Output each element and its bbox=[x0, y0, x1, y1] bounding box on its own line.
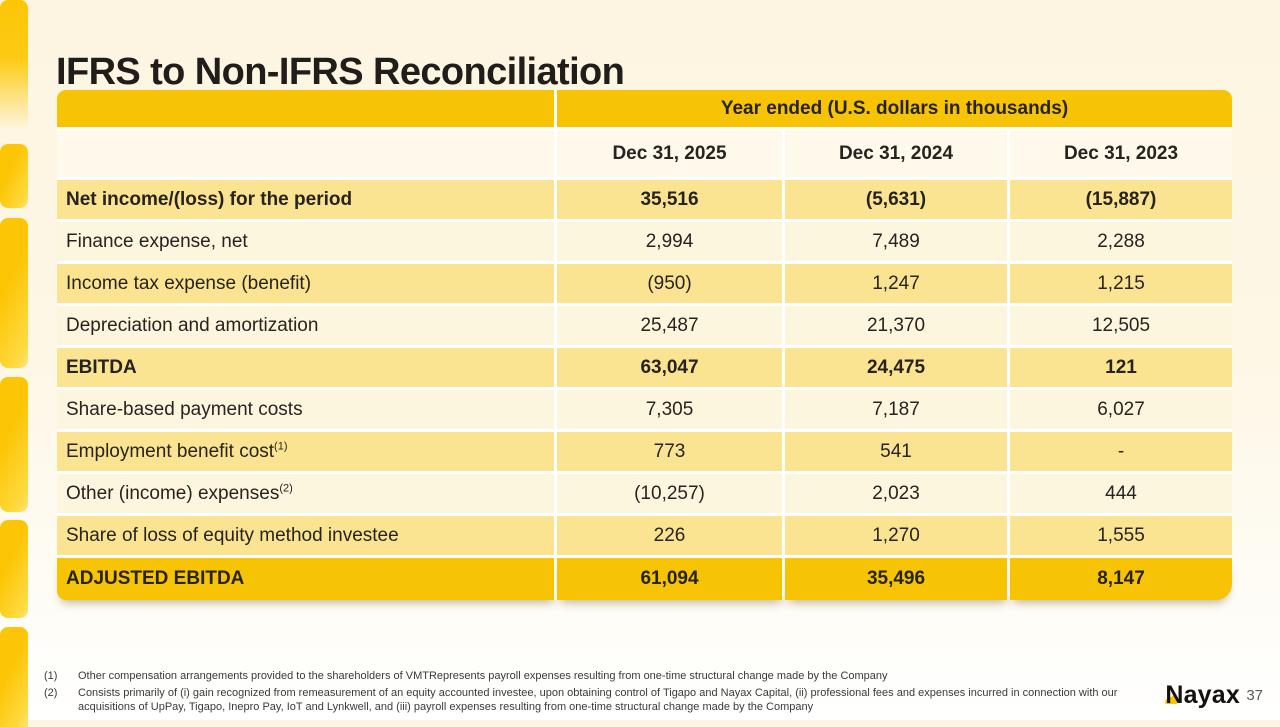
cell-value: 444 bbox=[1010, 474, 1232, 516]
footnote-marker: (1) bbox=[44, 670, 58, 682]
cell-value: 7,489 bbox=[785, 222, 1010, 264]
row-label: Share of loss of equity method investee bbox=[57, 516, 557, 558]
cell-value: (15,887) bbox=[1010, 180, 1232, 222]
footnote: (1) Other compensation arrangements provi… bbox=[44, 669, 1144, 683]
cell-value: 2,288 bbox=[1010, 222, 1232, 264]
table-row: Other (income) expenses(2) (10,257) 2,023 4… bbox=[57, 474, 1232, 516]
date-header-empty-cell bbox=[57, 130, 557, 180]
page-number: 37 bbox=[1246, 687, 1263, 704]
spanner-empty-cell bbox=[57, 90, 557, 130]
row-label: Depreciation and amortization bbox=[57, 306, 557, 348]
cell-value: 7,187 bbox=[785, 390, 1010, 432]
cell-value: 35,516 bbox=[557, 180, 785, 222]
cell-value: (10,257) bbox=[557, 474, 785, 516]
cell-value: 541 bbox=[785, 432, 1010, 474]
logo-wedge-icon bbox=[1165, 695, 1178, 704]
table-row: Depreciation and amortization 25,487 21,37… bbox=[57, 306, 1232, 348]
date-header-row: Dec 31, 2025 Dec 31, 2024 Dec 31, 2023 bbox=[57, 130, 1232, 180]
row-label: Net income/(loss) for the period bbox=[57, 180, 557, 222]
table-row: Share-based payment costs 7,305 7,187 6,027 bbox=[57, 390, 1232, 432]
table-row: EBITDA 63,047 24,475 121 bbox=[57, 348, 1232, 390]
cell-value: 1,215 bbox=[1010, 264, 1232, 306]
nayax-logo: Nayax bbox=[1165, 681, 1240, 709]
footnotes: (1) Other compensation arrangements provi… bbox=[44, 669, 1144, 717]
cell-value: 7,305 bbox=[557, 390, 785, 432]
row-label: Employment benefit cost(1) bbox=[57, 432, 557, 474]
footnote-text: Consists primarily of (i) gain recognize… bbox=[78, 687, 1118, 713]
cell-value: (950) bbox=[557, 264, 785, 306]
cell-value: 21,370 bbox=[785, 306, 1010, 348]
table-spanner-label: Year ended (U.S. dollars in thousands) bbox=[557, 90, 1232, 130]
table-spanner-row: Year ended (U.S. dollars in thousands) bbox=[57, 90, 1232, 130]
cell-value: 8,147 bbox=[1010, 558, 1232, 600]
table-row: Net income/(loss) for the period 35,516 (5… bbox=[57, 180, 1232, 222]
column-header: Dec 31, 2025 bbox=[557, 130, 785, 180]
accent-bar bbox=[0, 0, 28, 130]
logo-text: Nayax bbox=[1165, 681, 1240, 709]
cell-value: - bbox=[1010, 432, 1232, 474]
accent-bar bbox=[0, 520, 28, 618]
row-label: Income tax expense (benefit) bbox=[57, 264, 557, 306]
table-row: Share of loss of equity method investee 2… bbox=[57, 516, 1232, 558]
row-label: Finance expense, net bbox=[57, 222, 557, 264]
cell-value: 61,094 bbox=[557, 558, 785, 600]
row-label: EBITDA bbox=[57, 348, 557, 390]
row-label: Share-based payment costs bbox=[57, 390, 557, 432]
column-header: Dec 31, 2024 bbox=[785, 130, 1010, 180]
cell-value: 2,994 bbox=[557, 222, 785, 264]
accent-bar bbox=[0, 627, 28, 727]
table-row: Finance expense, net 2,994 7,489 2,288 bbox=[57, 222, 1232, 264]
cell-value: 226 bbox=[557, 516, 785, 558]
footnote-reference: (1) bbox=[274, 440, 288, 453]
cell-value: 1,247 bbox=[785, 264, 1010, 306]
cell-value: 25,487 bbox=[557, 306, 785, 348]
accent-bar bbox=[0, 144, 28, 208]
page-title: IFRS to Non-IFRS Reconciliation bbox=[56, 51, 625, 94]
cell-value: 6,027 bbox=[1010, 390, 1232, 432]
cell-value: 63,047 bbox=[557, 348, 785, 390]
cell-value: 12,505 bbox=[1010, 306, 1232, 348]
table-row: ADJUSTED EBITDA 61,094 35,496 8,147 bbox=[57, 558, 1232, 600]
table-row: Income tax expense (benefit) (950) 1,247 1,… bbox=[57, 264, 1232, 306]
table-body: Net income/(loss) for the period 35,516 (5… bbox=[57, 180, 1232, 600]
cell-value: 1,270 bbox=[785, 516, 1010, 558]
cell-value: 1,555 bbox=[1010, 516, 1232, 558]
cell-value: 35,496 bbox=[785, 558, 1010, 600]
row-label: Other (income) expenses(2) bbox=[57, 474, 557, 516]
table-row: Employment benefit cost(1) 773 541- bbox=[57, 432, 1232, 474]
accent-bar bbox=[0, 218, 28, 368]
cell-value: 773 bbox=[557, 432, 785, 474]
cell-value: 121 bbox=[1010, 348, 1232, 390]
cell-value: 24,475 bbox=[785, 348, 1010, 390]
reconciliation-table: Year ended (U.S. dollars in thousands) D… bbox=[57, 90, 1232, 600]
accent-bar bbox=[0, 377, 28, 512]
column-header: Dec 31, 2023 bbox=[1010, 130, 1232, 180]
footnote: (2) Consists primarily of (i) gain recogn… bbox=[44, 686, 1144, 714]
footnote-text: Other compensation arrangements provided… bbox=[78, 670, 888, 682]
footnote-reference: (2) bbox=[279, 482, 293, 495]
footnote-marker: (2) bbox=[44, 687, 58, 699]
row-label: ADJUSTED EBITDA bbox=[57, 558, 557, 600]
cell-value: 2,023 bbox=[785, 474, 1010, 516]
cell-value: (5,631) bbox=[785, 180, 1010, 222]
